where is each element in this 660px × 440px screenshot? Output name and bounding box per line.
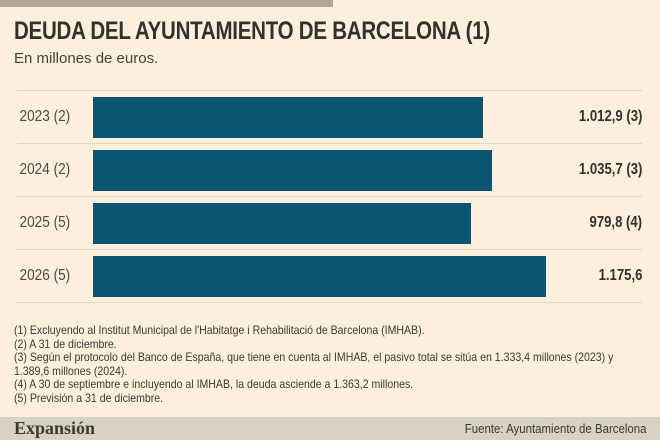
bar bbox=[93, 149, 493, 191]
bar-row: 2023 (2) 1.012,9 (3) bbox=[17, 91, 642, 144]
bar bbox=[93, 255, 546, 297]
bar-row: 2025 (5) 979,8 (4) bbox=[17, 197, 642, 250]
category-label: 2026 (5) bbox=[19, 267, 71, 284]
value-label: 1.035,7 (3) bbox=[578, 161, 642, 178]
expansion-logo: Expansión bbox=[14, 418, 96, 438]
footnote: (2) A 31 de diciembre. bbox=[14, 336, 117, 351]
category-label: 2025 (5) bbox=[19, 214, 71, 231]
footnote: (4) A 30 de septiembre e incluyendo al I… bbox=[14, 377, 414, 391]
footnote: (3) Según el protocolo del Banco de Espa… bbox=[14, 350, 614, 378]
bar-row: 2026 (5) 1.175,6 bbox=[17, 250, 642, 303]
footnote: (1) Excluyendo al Institut Municipal de … bbox=[14, 323, 425, 337]
bar-chart: 2023 (2) 1.012,9 (3) 2024 (2) 1.035,7 (3… bbox=[17, 90, 642, 303]
bar bbox=[93, 96, 484, 138]
footnote: (5) Previsión a 31 de diciembre. bbox=[14, 390, 164, 405]
header: DEUDA DEL AYUNTAMIENTO DE BARCELONA (1) … bbox=[0, 0, 660, 67]
source-credit: Fuente: Ayuntamiento de Barcelona bbox=[464, 421, 646, 436]
category-label: 2024 (2) bbox=[19, 161, 71, 178]
value-label: 1.175,6 bbox=[598, 267, 642, 284]
value-label: 1.012,9 (3) bbox=[578, 108, 642, 125]
chart-subtitle: En millones de euros. bbox=[14, 50, 159, 67]
bar bbox=[93, 202, 471, 244]
footer: Expansión Fuente: Ayuntamiento de Barcel… bbox=[0, 417, 660, 440]
chart-title: DEUDA DEL AYUNTAMIENTO DE BARCELONA (1) bbox=[14, 17, 490, 45]
bar-row: 2024 (2) 1.035,7 (3) bbox=[17, 144, 642, 197]
top-accent-bar bbox=[0, 0, 333, 7]
value-label: 979,8 (4) bbox=[589, 214, 642, 231]
footnotes: (1) Excluyendo al Institut Municipal de … bbox=[14, 323, 641, 405]
category-label: 2023 (2) bbox=[19, 108, 71, 125]
